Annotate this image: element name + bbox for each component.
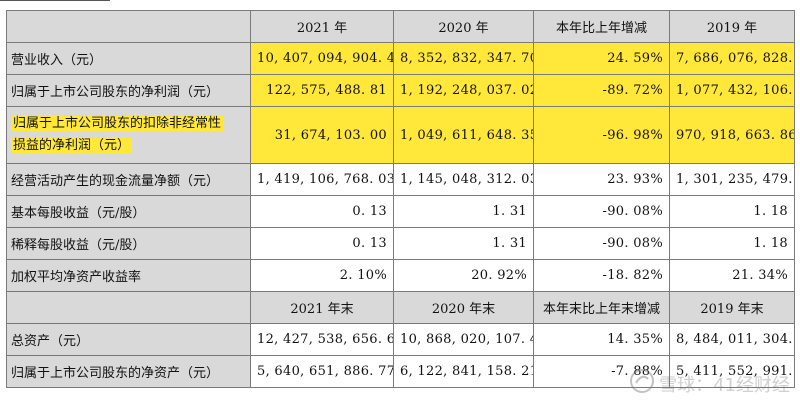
row-label-total-assets: 总资产（元） bbox=[6, 323, 251, 356]
cell-value: 31, 674, 103. 00 bbox=[250, 106, 394, 164]
cell-value: -96. 98% bbox=[533, 106, 670, 164]
row-label-net-assets: 归属于上市公司股东的净资产（元） bbox=[6, 355, 251, 388]
cell-value: 8, 352, 832, 347. 70 bbox=[393, 42, 534, 75]
header-2021: 2021 年 bbox=[250, 10, 394, 43]
top-rule bbox=[0, 0, 110, 4]
table-header-row: 2021 年 2020 年 本年比上年增减 2019 年 bbox=[6, 10, 795, 43]
cell-value: 1, 301, 235, 479. 79 bbox=[669, 163, 795, 196]
cell-value: 21. 34% bbox=[669, 259, 795, 292]
cell-value: 6, 122, 841, 158. 21 bbox=[393, 355, 534, 388]
cell-value: 1, 077, 432, 106. 09 bbox=[669, 74, 795, 107]
cell-value: 14. 35% bbox=[533, 323, 670, 356]
table-row: 稀释每股收益（元/股） 0. 13 1. 31 -90. 08% 1. 18 bbox=[6, 227, 795, 260]
cell-value: 7, 686, 076, 828. 85 bbox=[669, 42, 795, 75]
row-label-adjusted-net-profit: 归属于上市公司股东的扣除非经常性 损益的净利润（元） bbox=[6, 106, 251, 164]
cell-value: 970, 918, 663. 86 bbox=[669, 106, 795, 164]
cell-value: 1, 419, 106, 768. 03 bbox=[250, 163, 394, 196]
header2-label-cell bbox=[6, 291, 251, 324]
table-row: 经营活动产生的现金流量净额（元） 1, 419, 106, 768. 03 1,… bbox=[6, 163, 795, 196]
table-row: 归属于上市公司股东的扣除非经常性 损益的净利润（元） 31, 674, 103.… bbox=[6, 106, 795, 164]
table-row: 总资产（元） 12, 427, 538, 656. 62 10, 868, 02… bbox=[6, 323, 795, 356]
row-label-line2: 损益的净利润（元） bbox=[11, 138, 133, 153]
row-label-revenue: 营业收入（元） bbox=[6, 42, 251, 75]
header2-2020: 2020 年末 bbox=[393, 291, 534, 324]
cell-value: 23. 93% bbox=[533, 163, 670, 196]
row-label-basic-eps: 基本每股收益（元/股） bbox=[6, 195, 251, 228]
cell-value: 1. 18 bbox=[669, 195, 795, 228]
cell-value: 1, 049, 611, 648. 35 bbox=[393, 106, 534, 164]
cell-value: 10, 407, 094, 904. 46 bbox=[250, 42, 394, 75]
table-row: 加权平均净资产收益率 2. 10% 20. 92% -18. 82% 21. 3… bbox=[6, 259, 795, 292]
table-row: 归属于上市公司股东的净利润（元） 122, 575, 488. 81 1, 19… bbox=[6, 74, 795, 107]
cell-value: 1. 31 bbox=[393, 227, 534, 260]
cell-value: 12, 427, 538, 656. 62 bbox=[250, 323, 394, 356]
cell-value: 1. 31 bbox=[393, 195, 534, 228]
cell-value: 2. 10% bbox=[250, 259, 394, 292]
header2-2021: 2021 年末 bbox=[250, 291, 394, 324]
row-label-diluted-eps: 稀释每股收益（元/股） bbox=[6, 227, 251, 260]
header2-2019: 2019 年末 bbox=[669, 291, 795, 324]
cell-value: 1, 145, 048, 312. 03 bbox=[393, 163, 534, 196]
header-change: 本年比上年增减 bbox=[533, 10, 670, 43]
cell-value: 1. 18 bbox=[669, 227, 795, 260]
table-header-row-2: 2021 年末 2020 年末 本年末比上年末增减 2019 年末 bbox=[6, 291, 795, 324]
row-label-line1: 归属于上市公司股东的扣除非经常性 bbox=[11, 116, 224, 131]
cell-value: 0. 13 bbox=[250, 195, 394, 228]
row-label-cash-flow: 经营活动产生的现金流量净额（元） bbox=[6, 163, 251, 196]
cell-value: -89. 72% bbox=[533, 74, 670, 107]
cell-value: 10, 868, 020, 107. 42 bbox=[393, 323, 534, 356]
financial-summary-table: 2021 年 2020 年 本年比上年增减 2019 年 营业收入（元） 10,… bbox=[6, 10, 795, 388]
cell-value: -90. 08% bbox=[533, 195, 670, 228]
table-row: 营业收入（元） 10, 407, 094, 904. 46 8, 352, 83… bbox=[6, 42, 795, 75]
cell-value: 1, 192, 248, 037. 02 bbox=[393, 74, 534, 107]
header-label-cell bbox=[6, 10, 251, 43]
cell-value: -7. 88% bbox=[533, 355, 670, 388]
header-2020: 2020 年 bbox=[393, 10, 534, 43]
row-label-net-profit: 归属于上市公司股东的净利润（元） bbox=[6, 74, 251, 107]
cell-value: -18. 82% bbox=[533, 259, 670, 292]
cell-value: 122, 575, 488. 81 bbox=[250, 74, 394, 107]
cell-value: -90. 08% bbox=[533, 227, 670, 260]
cell-value: 24. 59% bbox=[533, 42, 670, 75]
cell-value: 5, 411, 552, 991. 97 bbox=[669, 355, 795, 388]
header2-change: 本年末比上年末增减 bbox=[533, 291, 670, 324]
cell-value: 20. 92% bbox=[393, 259, 534, 292]
header-2019: 2019 年 bbox=[669, 10, 795, 43]
row-label-roe: 加权平均净资产收益率 bbox=[6, 259, 251, 292]
cell-value: 8, 484, 011, 304. 03 bbox=[669, 323, 795, 356]
cell-value: 0. 13 bbox=[250, 227, 394, 260]
table-row: 归属于上市公司股东的净资产（元） 5, 640, 651, 886. 77 6,… bbox=[6, 355, 795, 388]
table-row: 基本每股收益（元/股） 0. 13 1. 31 -90. 08% 1. 18 bbox=[6, 195, 795, 228]
cell-value: 5, 640, 651, 886. 77 bbox=[250, 355, 394, 388]
